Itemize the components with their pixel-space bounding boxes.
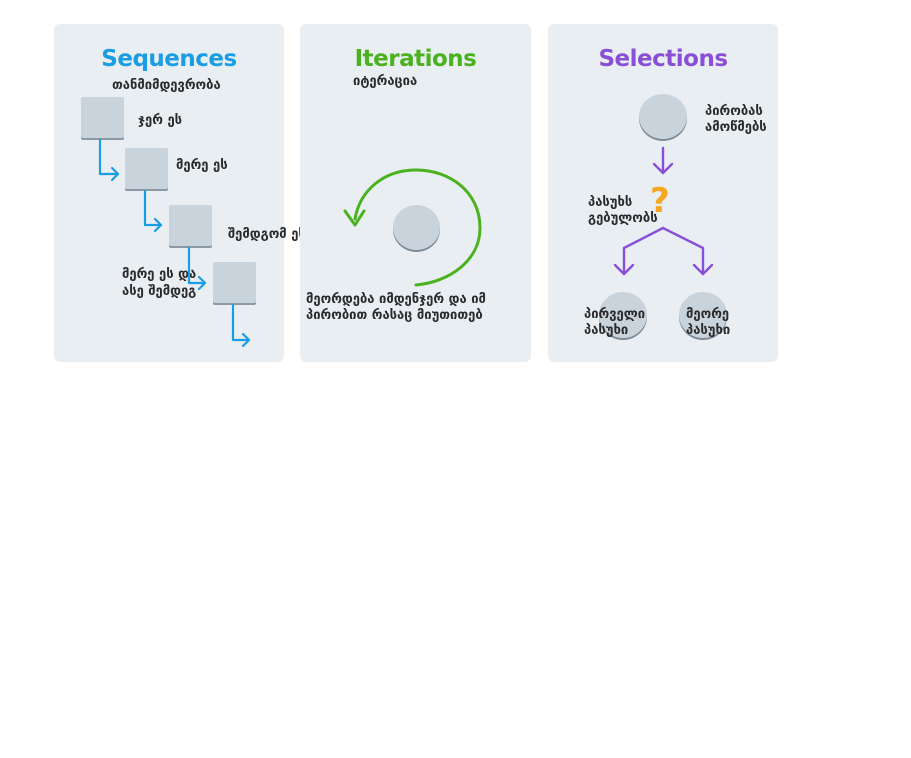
sequence-arrow-1-head [110, 166, 120, 182]
loop-arrow-head [343, 209, 366, 227]
sequence-step-4-label-line1: მერე ეს და [122, 267, 197, 282]
question-mark-icon: ? [650, 181, 670, 221]
iterations-panel: Iterations იტერაცია მეორდება იმდენჯერ და… [300, 24, 531, 362]
sequence-arrow-4-head [241, 332, 251, 348]
sequence-arrow-4 [231, 303, 251, 342]
sequence-step-2-box [125, 148, 168, 189]
answer-2-label-line2: პასუხი [686, 323, 731, 338]
iterations-caption-line1: მეორდება იმდენჯერ და იმ [306, 292, 486, 307]
sequence-arrow-2-head [153, 217, 163, 233]
iterations-subtitle: იტერაცია [353, 74, 418, 89]
sequence-step-4-box [213, 262, 256, 303]
sequences-subtitle: თანმიმდევრობა [112, 78, 221, 93]
answer-1-label-line2: პასუხი [584, 323, 629, 338]
selections-title: Selections [598, 46, 728, 72]
sequence-step-1-box [81, 97, 124, 138]
sequence-arrow-2 [143, 189, 163, 227]
sequence-arrow-1 [98, 138, 120, 176]
question-label-line1: პასუხს [588, 195, 633, 210]
sequence-step-1-label: ჯერ ეს [138, 113, 183, 128]
branch-left-head [613, 263, 635, 276]
condition-arrow-head [652, 162, 674, 175]
selections-panel: Selections პირობას ამოწმებს ? პასუხს გებ… [548, 24, 778, 362]
condition-label-line2: ამოწმებს [705, 120, 767, 135]
iterations-title: Iterations [354, 46, 477, 72]
branch-right [661, 226, 705, 276]
sequence-step-3-label: შემდგომ ეს [228, 227, 306, 242]
answer-2-label-line1: მეორე [686, 307, 730, 322]
iteration-loop-arrow [343, 168, 482, 287]
answer-1-node [599, 292, 647, 338]
branch-left [622, 226, 665, 276]
sequence-step-2-label: მერე ეს [176, 158, 228, 173]
iterations-caption-line2: პირობით რასაც მიუთითებ [306, 308, 483, 323]
question-label-line2: გებულობს [588, 211, 658, 226]
loop-arc [353, 168, 482, 287]
sequence-arrow-3-head [197, 275, 207, 291]
sequences-title: Sequences [101, 46, 237, 72]
condition-label-line1: პირობას [705, 104, 763, 119]
sequence-step-3-box [169, 205, 212, 246]
sequence-arrows [98, 138, 251, 348]
branch-right-head [692, 263, 714, 276]
sequence-arrow-3 [187, 246, 207, 285]
iteration-node [393, 205, 440, 250]
sequence-step-4-label-line2: ასე შემდეგ [122, 284, 197, 299]
selection-arrows [613, 146, 714, 276]
answer-1-label-line1: პირველი [584, 307, 646, 322]
condition-node [639, 94, 687, 139]
answer-2-node [679, 292, 727, 338]
sequences-panel: Sequences თანმიმდევრობა ჯერ ეს მერე ეს შ… [54, 24, 306, 362]
